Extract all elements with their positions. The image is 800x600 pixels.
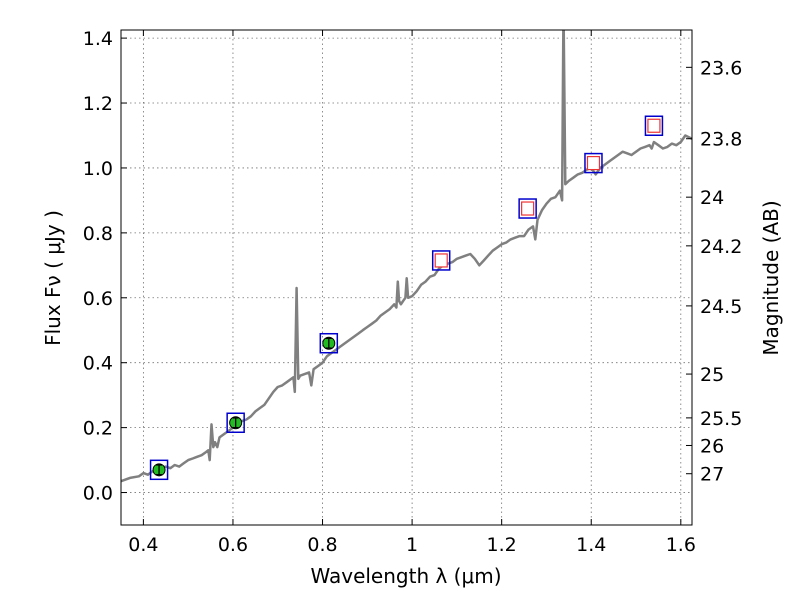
x-tick-label: 0.6: [218, 534, 248, 556]
model-point: [586, 155, 601, 171]
y-tick-label: 1.2: [83, 93, 113, 115]
right-tick-label: 27: [700, 464, 724, 486]
x-tick-label: 1.2: [487, 534, 517, 556]
model-point: [521, 201, 535, 216]
photometry-box: [518, 198, 537, 219]
y-tick-label: 0.4: [83, 353, 113, 375]
right-tick-label: 24: [700, 187, 724, 209]
photometry-box: [149, 459, 169, 481]
y-tick-label: 1.0: [83, 158, 113, 180]
axis-ticks: 0.4 0.6 0.8 1 1.2 1.4 1.6 0.0 0.2 0.4 0.6 0.8 1.0 1.2…: [83, 28, 743, 556]
photometry-points: [149, 115, 664, 481]
right-tick-label: 24.2: [700, 236, 742, 258]
y-tick-label: 0.0: [83, 483, 113, 505]
photometry-box: [644, 115, 664, 137]
right-tick-label: 23.8: [700, 129, 742, 151]
photometry-box: [319, 332, 339, 354]
right-tick-label: 26: [700, 435, 724, 457]
photometry-box: [226, 412, 245, 434]
x-tick-label: 1: [406, 534, 418, 556]
photometry-box: [584, 152, 603, 174]
right-tick-label: 25: [700, 364, 724, 386]
model-point: [434, 253, 448, 268]
right-tick-label: 24.5: [700, 296, 742, 318]
photometry-box: [431, 250, 451, 271]
y-tick-label: 1.4: [83, 28, 113, 50]
right-tick-label: 23.6: [700, 57, 742, 79]
x-tick-label: 0.4: [128, 534, 158, 556]
y-axis-label: Flux Fν ( μJy ): [41, 210, 65, 346]
right-axis-label: Magnitude (AB): [759, 200, 783, 355]
x-tick-label: 0.8: [307, 534, 337, 556]
right-tick-label: 25.5: [700, 408, 742, 430]
model-point: [647, 118, 661, 133]
x-axis-label: Wavelength λ (μm): [310, 564, 501, 588]
x-tick-label: 1.6: [666, 534, 696, 556]
y-tick-label: 0.8: [83, 223, 113, 245]
y-tick-label: 0.6: [83, 288, 113, 310]
y-tick-label: 0.2: [83, 418, 113, 440]
plot-frame: [120, 29, 693, 526]
x-tick-label: 1.4: [576, 534, 606, 556]
grid-lines: [121, 30, 692, 525]
